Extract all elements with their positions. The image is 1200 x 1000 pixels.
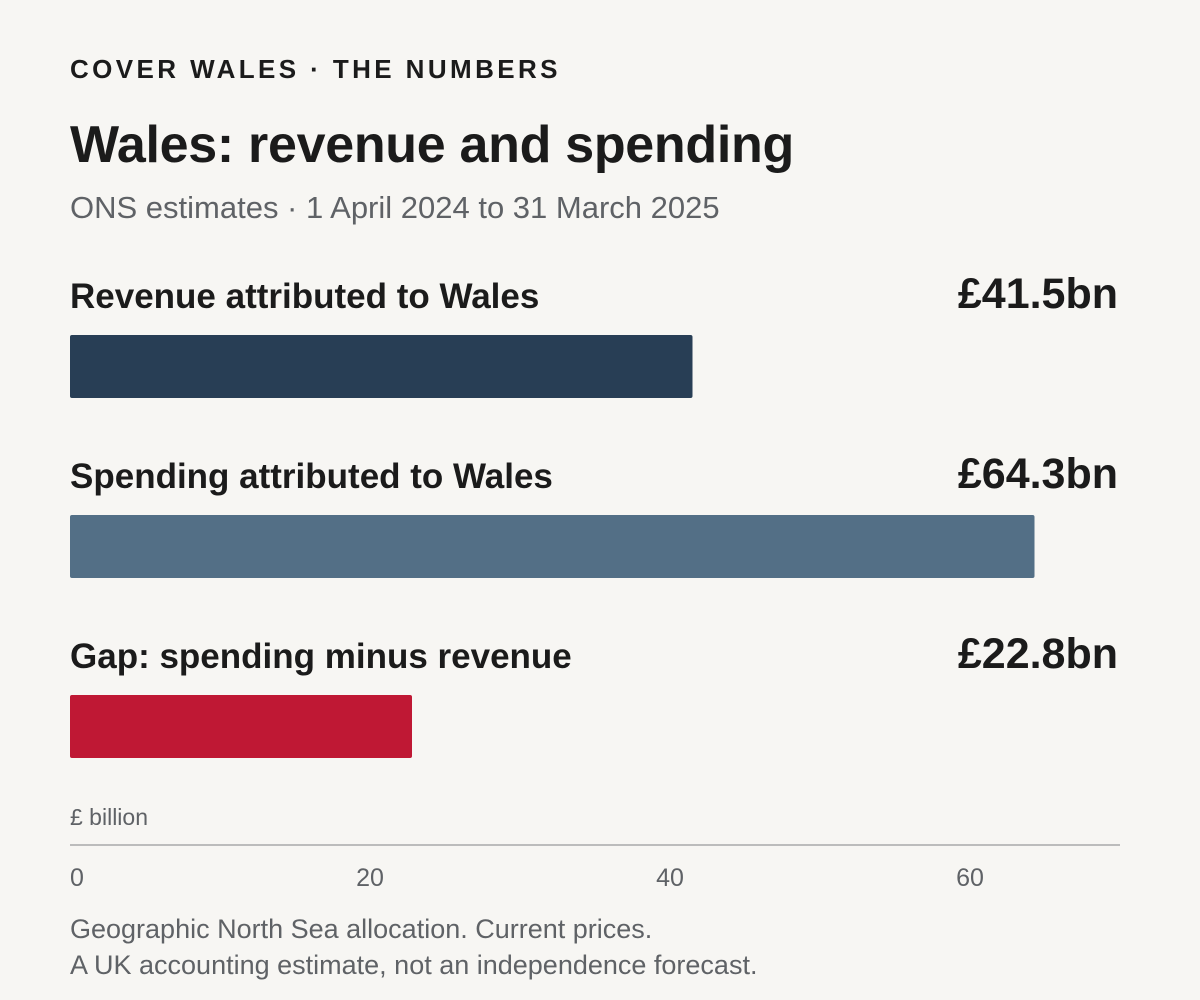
x-tick-label: 60 [956,864,984,892]
x-tick-label: 40 [656,864,684,892]
x-tick-label: 0 [70,864,84,892]
bar-revenue [70,335,693,398]
x-axis-ticks: 0 20 40 60 [70,864,984,892]
bar-gap [70,695,412,758]
footnote-1: Geographic North Sea allocation. Current… [70,914,653,944]
footnote-2: A UK accounting estimate, not an indepen… [70,950,758,980]
bar-label-spending: Spending attributed to Wales [70,457,553,496]
x-axis-unit-label: £ billion [70,804,148,830]
bar-value-gap: £22.8bn [957,630,1118,678]
bar-value-revenue: £41.5bn [957,270,1118,318]
bar-spending [70,515,1035,578]
bar-label-gap: Gap: spending minus revenue [70,637,572,676]
bar-value-spending: £64.3bn [957,450,1118,498]
chart-subtitle: ONS estimates · 1 April 2024 to 31 March… [70,190,720,225]
chart-title: Wales: revenue and spending [70,116,794,174]
bar-label-revenue: Revenue attributed to Wales [70,277,540,316]
x-tick-label: 20 [356,864,384,892]
kicker: COVER WALES · THE NUMBERS [70,54,561,84]
